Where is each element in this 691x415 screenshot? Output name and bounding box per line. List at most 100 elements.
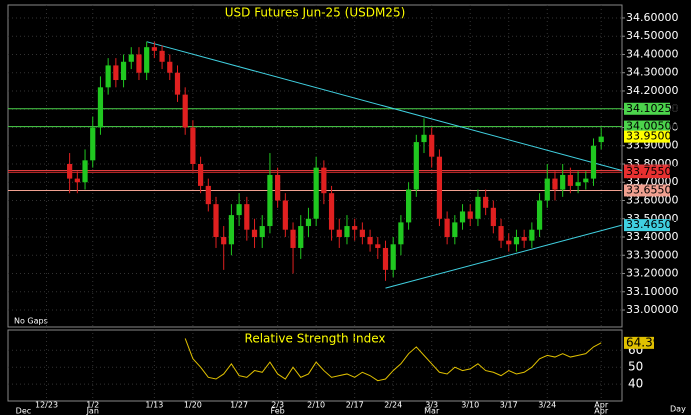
y-tick-label: 34.20000 bbox=[626, 84, 679, 97]
trend-label: 33.46500 bbox=[626, 218, 679, 231]
level-label-bg bbox=[624, 102, 670, 115]
candle-body bbox=[321, 167, 327, 194]
candle-body bbox=[136, 54, 142, 73]
candle-body bbox=[82, 160, 88, 183]
x-tick-label: 12/23 bbox=[35, 401, 58, 410]
candle-body bbox=[598, 136, 604, 143]
month-label: Mar bbox=[424, 407, 440, 415]
x-tick-label: 2/3 bbox=[271, 401, 284, 410]
candle-body bbox=[452, 222, 458, 238]
rsi-tick-label: 50 bbox=[628, 360, 643, 374]
candle-body bbox=[151, 47, 157, 51]
candle-body bbox=[544, 178, 550, 201]
rsi-panel bbox=[7, 329, 623, 402]
candle-body bbox=[413, 142, 419, 190]
candle-body bbox=[328, 193, 335, 230]
candle-body bbox=[529, 229, 535, 241]
candle-body bbox=[429, 134, 435, 157]
y-tick-label: 34.30000 bbox=[626, 66, 679, 79]
rsi-title: Relative Strength Index bbox=[245, 332, 386, 346]
candle-body bbox=[159, 50, 165, 62]
y-tick-label: 33.10000 bbox=[626, 285, 679, 298]
candle-body bbox=[382, 247, 389, 270]
candle-body bbox=[436, 156, 443, 219]
candle-body bbox=[190, 127, 196, 164]
candle-body bbox=[128, 54, 134, 62]
candle-body bbox=[197, 163, 204, 186]
x-tick-label: 1/13 bbox=[145, 401, 163, 410]
candle-body bbox=[144, 47, 150, 73]
candle-body bbox=[182, 94, 188, 128]
candle-body bbox=[406, 189, 412, 223]
price-panel bbox=[7, 4, 623, 328]
candle-body bbox=[97, 87, 104, 128]
candle-body bbox=[167, 61, 173, 73]
candle-body bbox=[290, 229, 296, 248]
level-label: 33.65500 bbox=[626, 183, 679, 196]
level-label: 34.00500 bbox=[626, 120, 679, 133]
x-tick-label: 1/20 bbox=[184, 401, 202, 410]
level-label-bg bbox=[624, 120, 670, 133]
level-label-bg bbox=[624, 184, 670, 197]
month-label: Apr bbox=[594, 407, 609, 415]
candle-body bbox=[467, 211, 473, 219]
y-tick-label: 34.50000 bbox=[626, 29, 679, 42]
candle-body bbox=[275, 174, 281, 201]
level-label: 33.75500 bbox=[626, 165, 679, 178]
candle-body bbox=[444, 218, 450, 238]
candle-body bbox=[583, 178, 589, 183]
candle-body bbox=[74, 178, 80, 183]
x-tick-label: 3/24 bbox=[538, 401, 556, 410]
note: No Gaps bbox=[14, 317, 48, 326]
candle-body bbox=[282, 200, 288, 230]
trend-line bbox=[385, 224, 623, 289]
x-tick-label: 3/3 bbox=[425, 401, 438, 410]
candle-body bbox=[359, 229, 365, 238]
candle-body bbox=[205, 185, 211, 205]
y-tick-label: 33.40000 bbox=[626, 230, 679, 243]
rsi-last-bg bbox=[624, 336, 654, 349]
candle-body bbox=[483, 196, 489, 208]
candle-body bbox=[398, 222, 404, 245]
candle-body bbox=[90, 127, 96, 161]
x-tick-label: 2/17 bbox=[346, 401, 364, 410]
candle-body bbox=[305, 218, 312, 227]
month-label: Jan bbox=[86, 407, 99, 415]
candle-body bbox=[213, 204, 219, 238]
candle-body bbox=[560, 174, 566, 190]
y-tick-label: 34.60000 bbox=[626, 11, 679, 24]
trend-label-bg bbox=[624, 219, 670, 232]
candle-body bbox=[536, 200, 543, 230]
candle-body bbox=[575, 182, 581, 186]
candle-body bbox=[490, 207, 496, 227]
chart-title: USD Futures Jun-25 (USDM25) bbox=[225, 6, 406, 20]
candle-body bbox=[259, 226, 265, 238]
candle-body bbox=[375, 244, 381, 248]
candle-body bbox=[367, 237, 373, 245]
x-tick-label: 3/10 bbox=[461, 401, 479, 410]
candle-body bbox=[590, 145, 597, 179]
candle-body bbox=[221, 237, 227, 245]
candle-body bbox=[336, 229, 342, 238]
candle-body bbox=[475, 196, 481, 219]
candle-body bbox=[567, 174, 573, 186]
month-label: Dec bbox=[16, 407, 31, 415]
x-tick-label: 1/27 bbox=[230, 401, 248, 410]
rsi-tick-label: 40 bbox=[628, 377, 643, 391]
candle-body bbox=[120, 61, 127, 81]
x-tick-label: 3/17 bbox=[500, 401, 518, 410]
candle-body bbox=[421, 134, 427, 143]
candle-body bbox=[506, 240, 512, 245]
candle-body bbox=[251, 229, 258, 238]
x-tick-label: 2/10 bbox=[307, 401, 325, 410]
candle-body bbox=[298, 226, 304, 248]
level-label: 34.10250 bbox=[626, 102, 679, 115]
x-unit: Day bbox=[670, 405, 686, 414]
last-price-label-bg bbox=[624, 130, 670, 143]
x-tick-label: Apr bbox=[594, 401, 609, 410]
candle-body bbox=[244, 204, 250, 230]
candle-body bbox=[228, 215, 235, 245]
candle-body bbox=[113, 65, 119, 81]
